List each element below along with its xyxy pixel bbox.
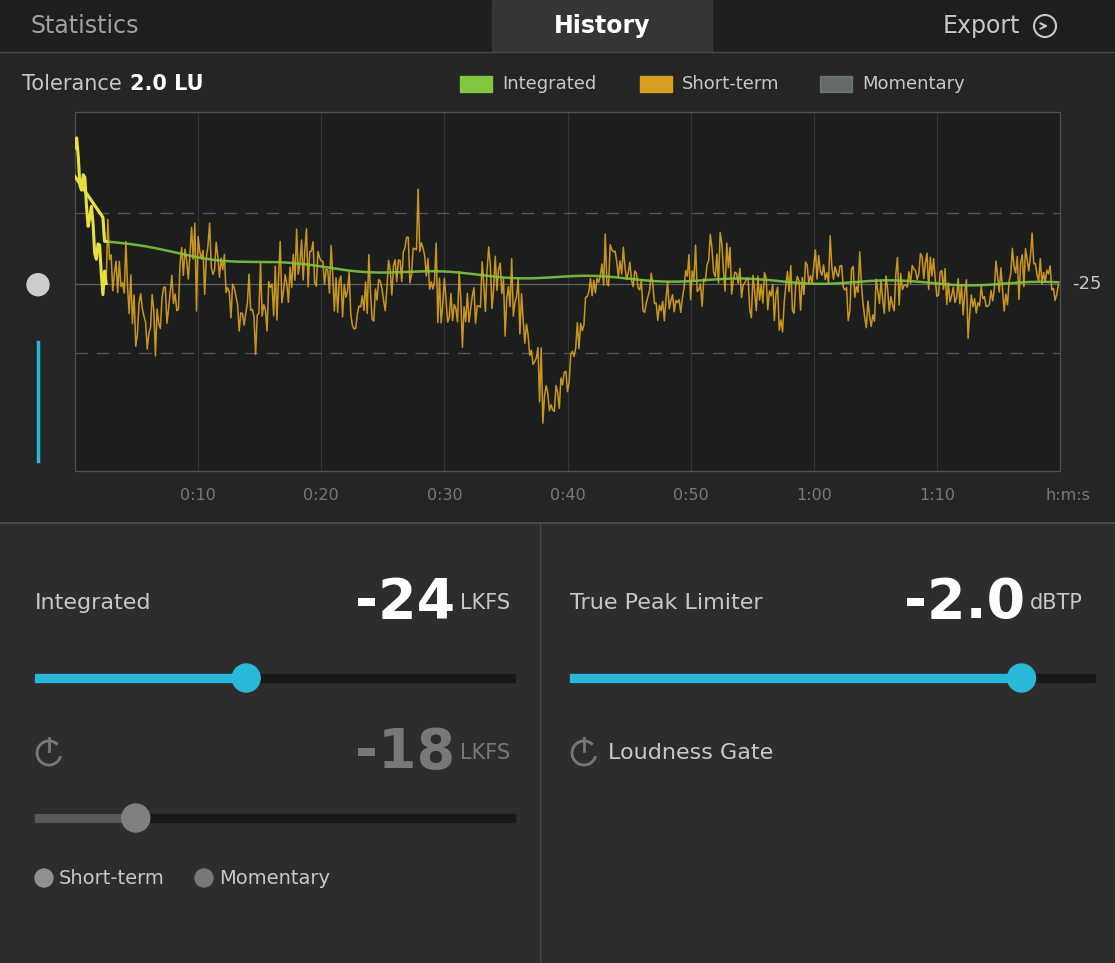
Text: Loudness Gate: Loudness Gate	[608, 743, 773, 763]
Text: Export: Export	[942, 14, 1020, 38]
Bar	[460, 76, 492, 92]
Text: -24: -24	[355, 576, 455, 630]
Bar	[820, 76, 852, 92]
Text: 0:50: 0:50	[672, 487, 708, 503]
Bar	[0, 523, 1115, 963]
Text: -25: -25	[1072, 275, 1102, 294]
Circle shape	[232, 664, 260, 692]
Text: 0:20: 0:20	[303, 487, 339, 503]
Text: Momentary: Momentary	[862, 75, 964, 93]
Circle shape	[27, 273, 49, 296]
Text: Integrated: Integrated	[35, 593, 152, 613]
Text: True Peak Limiter: True Peak Limiter	[570, 593, 763, 613]
Text: LKFS: LKFS	[460, 593, 511, 613]
Bar	[570, 674, 1095, 682]
Bar	[35, 814, 136, 822]
Bar	[75, 112, 1060, 471]
Bar	[0, 0, 1115, 52]
Bar	[35, 814, 515, 822]
Text: History: History	[554, 14, 650, 38]
Bar	[570, 674, 1021, 682]
Text: LKFS: LKFS	[460, 743, 511, 763]
Text: h:m:s: h:m:s	[1046, 487, 1090, 503]
Text: Integrated: Integrated	[502, 75, 597, 93]
Circle shape	[1008, 664, 1036, 692]
Circle shape	[122, 804, 149, 832]
Text: 1:10: 1:10	[919, 487, 954, 503]
Text: -18: -18	[355, 726, 455, 780]
Circle shape	[35, 869, 54, 887]
Bar	[0, 52, 1115, 523]
Bar	[640, 76, 672, 92]
Bar	[35, 674, 246, 682]
Text: Momentary: Momentary	[219, 869, 330, 888]
Bar	[75, 112, 1060, 471]
Text: 1:00: 1:00	[796, 487, 832, 503]
Text: 0:40: 0:40	[550, 487, 585, 503]
Text: dBTP: dBTP	[1030, 593, 1083, 613]
Text: -2.0: -2.0	[904, 576, 1025, 630]
Text: Tolerance: Tolerance	[22, 74, 122, 94]
Text: 0:30: 0:30	[427, 487, 463, 503]
Text: 2.0 LU: 2.0 LU	[130, 74, 204, 94]
Text: Short-term: Short-term	[59, 869, 165, 888]
Bar	[492, 0, 712, 52]
Bar	[35, 674, 515, 682]
Text: 0:10: 0:10	[181, 487, 216, 503]
Text: Short-term: Short-term	[682, 75, 779, 93]
Text: Statistics: Statistics	[30, 14, 138, 38]
Circle shape	[195, 869, 213, 887]
